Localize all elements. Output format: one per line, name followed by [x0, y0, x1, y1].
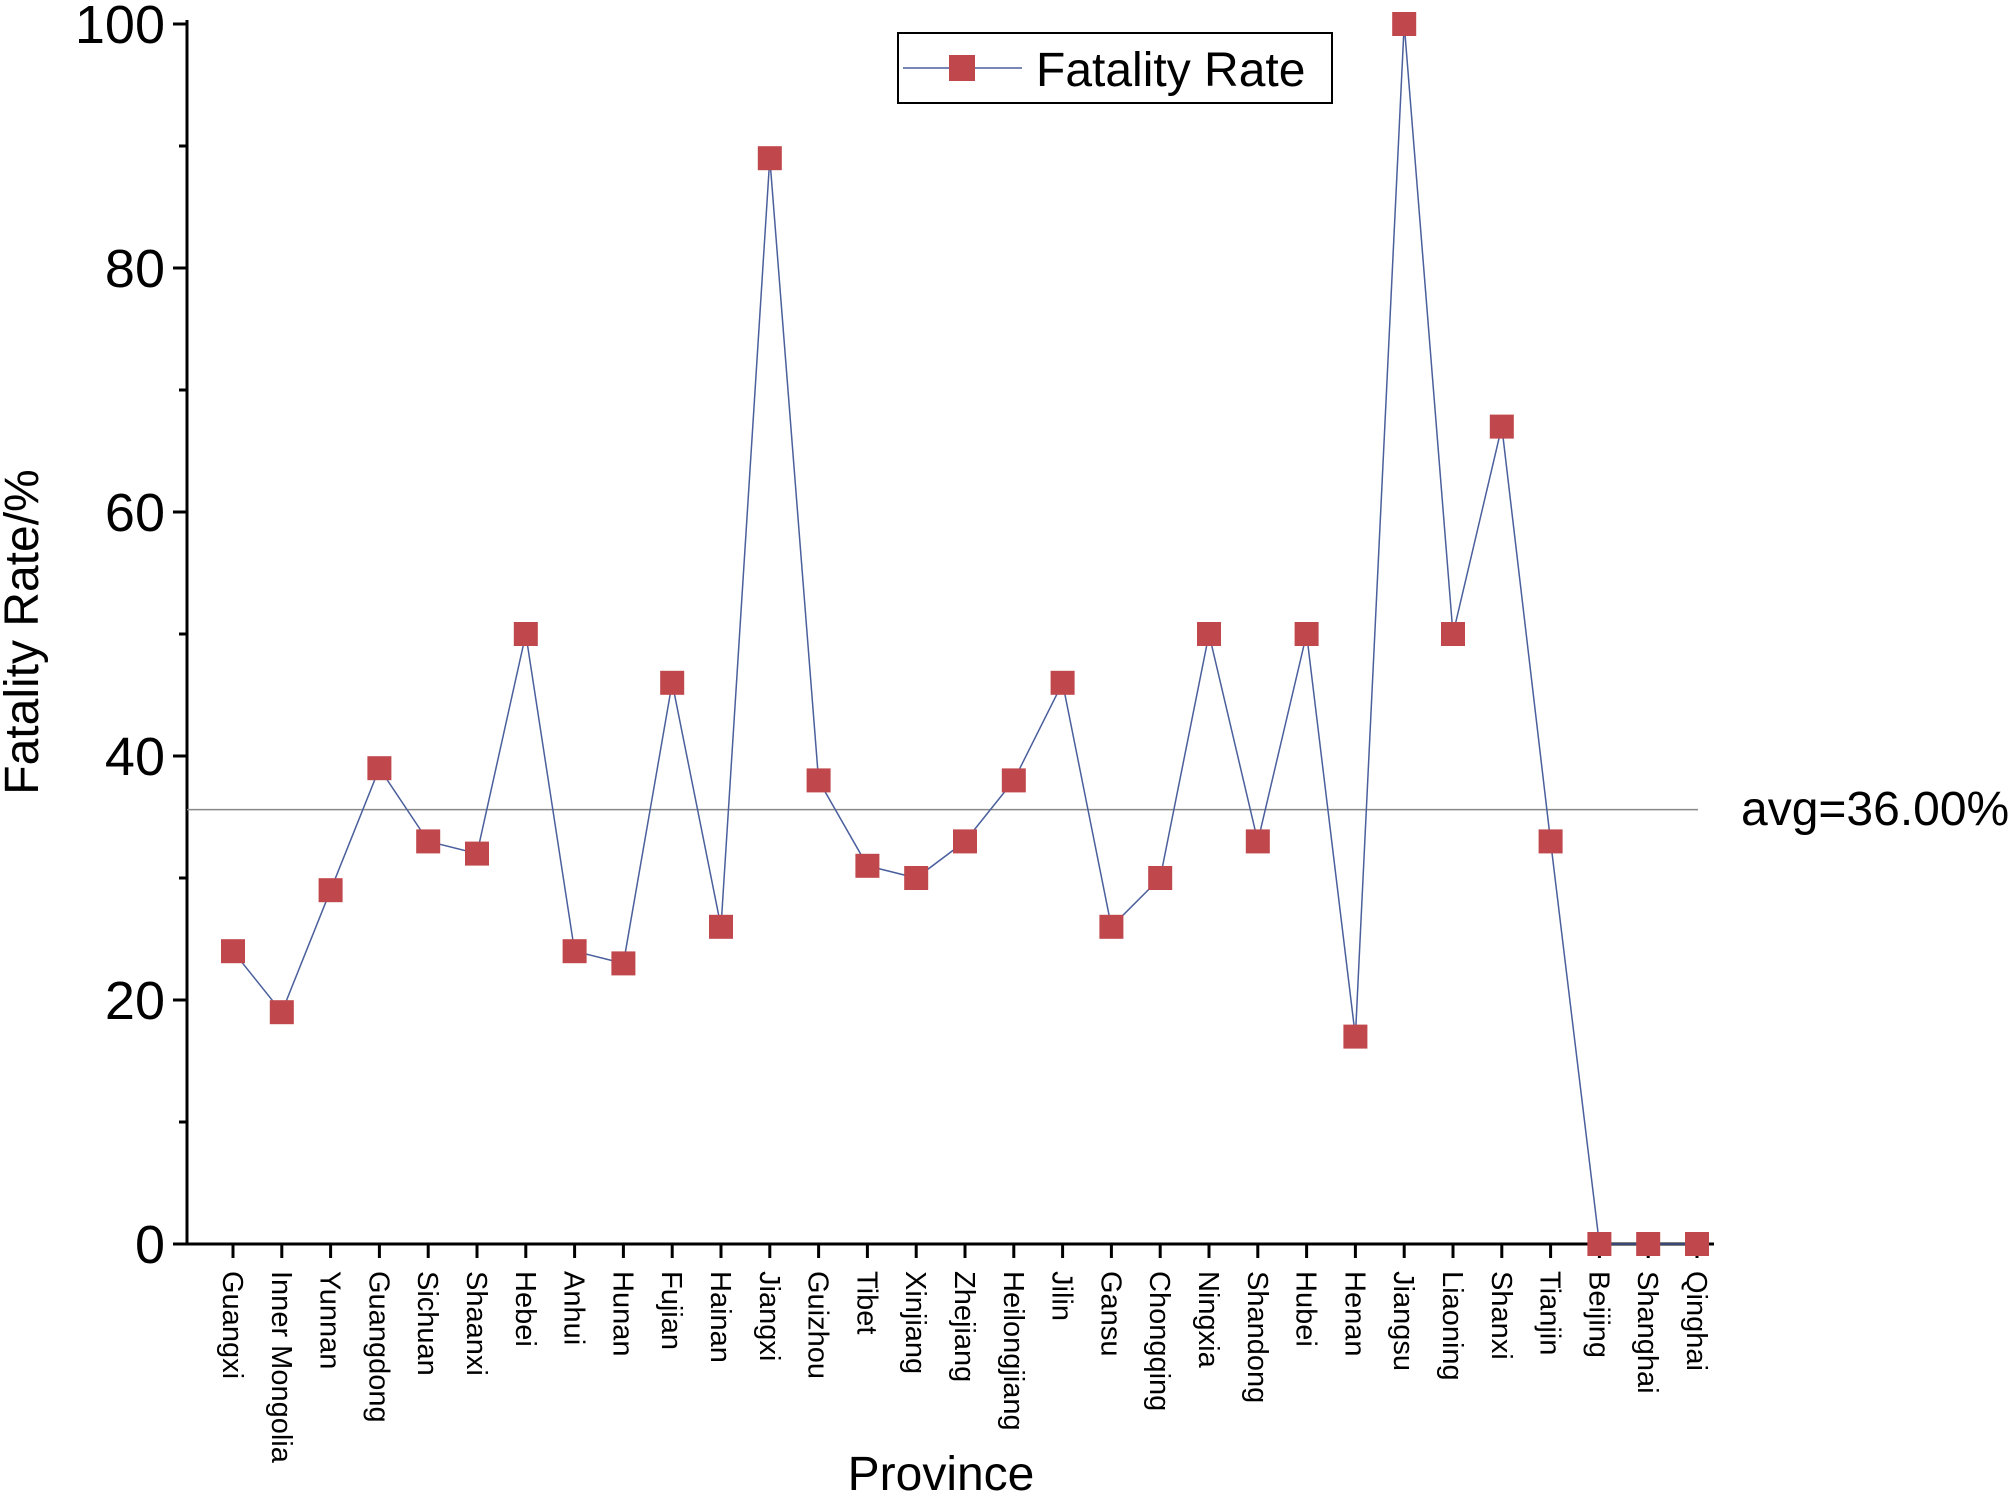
x-tick-label-shandong: Shandong: [1241, 1271, 1273, 1403]
data-point-inner-mongolia: [269, 1000, 294, 1025]
x-tick-label-tibet: Tibet: [850, 1271, 882, 1334]
data-point-yunnan: [318, 878, 343, 903]
x-tick-label-tianjin: Tianjin: [1534, 1271, 1566, 1355]
x-tick-label-sichuan: Sichuan: [411, 1271, 443, 1376]
x-axis-title: Province: [848, 1448, 1035, 1498]
x-tick-label-anhui: Anhui: [558, 1271, 590, 1345]
data-point-guizhou: [806, 768, 831, 793]
data-point-guangxi: [221, 939, 245, 964]
data-point-hebei: [513, 622, 538, 646]
data-point-fujian: [660, 670, 685, 695]
data-point-xinjiang: [904, 866, 929, 890]
x-tick-label-shanghai: Shanghai: [1631, 1271, 1663, 1394]
x-tick-label-hainan: Hainan: [704, 1271, 736, 1363]
average-label: avg=36.00%: [1741, 783, 2008, 836]
x-tick-label-liaoning: Liaoning: [1436, 1271, 1468, 1381]
data-point-shanxi: [1489, 414, 1514, 439]
legend-label-fatality-rate: Fatality Rate: [1036, 44, 1305, 97]
y-tick-label: 80: [105, 239, 165, 299]
data-point-anhui: [562, 939, 587, 964]
data-point-hunan: [611, 951, 636, 976]
x-tick-label-ningxia: Ningxia: [1192, 1271, 1224, 1369]
x-tick-label-jiangxi: Jiangxi: [753, 1271, 785, 1361]
data-point-hainan: [709, 914, 733, 939]
legend-marker-swatch: [949, 55, 975, 81]
data-point-tianjin: [1538, 829, 1563, 854]
x-tick-label-zhejiang: Zhejiang: [948, 1271, 980, 1382]
plot-area: 0 20 40 60 80 100 Guangxi Inner Mongolia Yunnan…: [75, 0, 2008, 1464]
data-point-henan: [1343, 1024, 1368, 1049]
x-tick-label-chongqing: Chongqing: [1143, 1271, 1175, 1411]
y-axis-ticks: 0 20 40 60 80 100: [75, 0, 187, 1275]
x-tick-label-beijing: Beijing: [1582, 1271, 1614, 1358]
data-point-sichuan: [416, 829, 441, 854]
y-tick-label: 40: [105, 727, 165, 787]
data-point-zhejiang: [953, 829, 977, 854]
series-markers: [221, 12, 1709, 1256]
x-tick-label-xinjiang: Xinjiang: [899, 1271, 931, 1374]
data-point-liaoning: [1441, 622, 1465, 646]
data-point-shandong: [1245, 829, 1270, 854]
data-point-gansu: [1099, 914, 1124, 939]
data-point-jiangxi: [757, 146, 782, 171]
data-point-qinghai: [1685, 1232, 1709, 1256]
x-tick-label-hubei: Hubei: [1290, 1271, 1322, 1347]
y-tick-label: 20: [105, 971, 165, 1031]
y-tick-label: 100: [75, 0, 165, 55]
x-tick-label-fujian: Fujian: [655, 1271, 687, 1350]
data-point-jiangsu: [1392, 12, 1417, 36]
data-point-beijing: [1587, 1232, 1612, 1256]
x-tick-label-hebei: Hebei: [509, 1271, 541, 1347]
x-tick-label-gansu: Gansu: [1094, 1271, 1126, 1356]
y-axis-title: Fatality Rate/%: [0, 469, 49, 794]
x-tick-label-hunan: Hunan: [606, 1271, 638, 1356]
x-tick-label-guangxi: Guangxi: [216, 1271, 248, 1379]
x-tick-label-guangdong: Guangdong: [362, 1271, 394, 1423]
data-point-ningxia: [1197, 622, 1221, 646]
data-point-heilongjiang: [1001, 768, 1026, 793]
x-tick-label-shaanxi: Shaanxi: [460, 1271, 492, 1376]
y-tick-label: 60: [105, 483, 165, 543]
x-tick-label-inner-mongolia: Inner Mongolia: [265, 1271, 297, 1464]
legend: Fatality Rate: [897, 32, 1333, 104]
x-axis-ticks: Guangxi Inner Mongolia Yunnan Guangdong Sich…: [216, 1244, 1712, 1464]
data-point-jilin: [1050, 670, 1075, 695]
x-tick-label-qinghai: Qinghai: [1680, 1271, 1712, 1371]
x-tick-label-jilin: Jilin: [1046, 1271, 1078, 1321]
data-point-shaanxi: [465, 841, 489, 866]
data-point-guangdong: [367, 756, 392, 781]
x-tick-label-henan: Henan: [1338, 1271, 1370, 1356]
x-tick-label-shanxi: Shanxi: [1485, 1271, 1517, 1360]
x-tick-label-jiangsu: Jiangsu: [1387, 1271, 1419, 1371]
series-line-fatality-rate: [232, 23, 1697, 1245]
x-tick-label-yunnan: Yunnan: [314, 1271, 346, 1369]
x-tick-label-heilongjiang: Heilongjiang: [997, 1271, 1029, 1431]
data-point-hubei: [1294, 622, 1319, 646]
x-tick-label-guizhou: Guizhou: [802, 1271, 834, 1379]
y-tick-label: 0: [135, 1215, 165, 1275]
data-point-chongqing: [1148, 866, 1173, 890]
data-point-shanghai: [1636, 1232, 1661, 1256]
data-point-tibet: [855, 853, 880, 878]
